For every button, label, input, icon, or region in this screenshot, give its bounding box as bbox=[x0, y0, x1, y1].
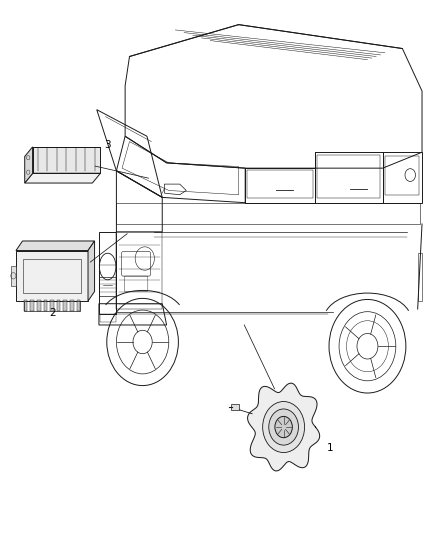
Circle shape bbox=[275, 416, 292, 438]
Polygon shape bbox=[247, 383, 320, 471]
Bar bbox=[77, 300, 80, 311]
Bar bbox=[70, 300, 74, 311]
Polygon shape bbox=[25, 173, 100, 183]
Polygon shape bbox=[25, 147, 32, 183]
Bar bbox=[57, 300, 60, 311]
Text: 1: 1 bbox=[327, 443, 334, 453]
Polygon shape bbox=[11, 266, 16, 286]
Bar bbox=[50, 300, 54, 311]
Circle shape bbox=[269, 409, 298, 445]
Bar bbox=[64, 300, 67, 311]
Polygon shape bbox=[88, 241, 95, 301]
Bar bbox=[37, 300, 41, 311]
Bar bbox=[231, 403, 239, 410]
Polygon shape bbox=[16, 241, 95, 251]
Bar bbox=[24, 300, 27, 311]
Polygon shape bbox=[16, 251, 88, 301]
Circle shape bbox=[263, 401, 304, 453]
Text: 2: 2 bbox=[49, 308, 56, 318]
Bar bbox=[44, 300, 47, 311]
Bar bbox=[30, 300, 34, 311]
Text: 3: 3 bbox=[104, 140, 111, 150]
Polygon shape bbox=[32, 147, 100, 173]
